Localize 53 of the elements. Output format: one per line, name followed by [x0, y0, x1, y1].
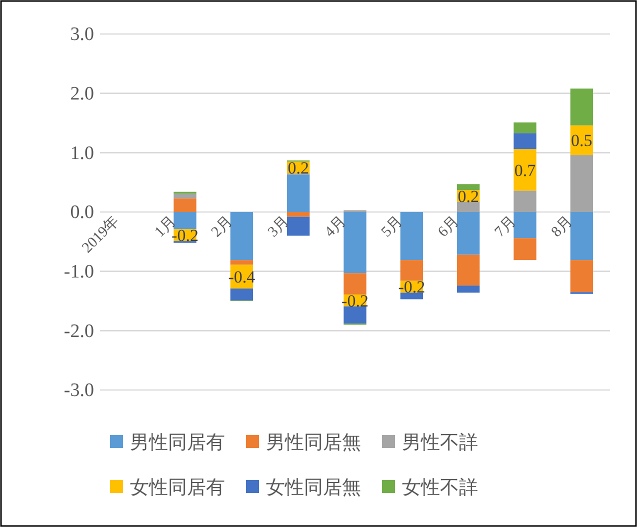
bar	[230, 288, 253, 300]
bar	[514, 212, 536, 238]
bar	[287, 174, 310, 212]
bar	[344, 306, 366, 324]
bar	[344, 273, 366, 294]
data-label: 0.2	[458, 186, 479, 206]
bar	[570, 88, 593, 126]
legend-label: 男性同居無	[266, 432, 361, 454]
y-tick-label: -3.0	[64, 380, 94, 402]
bar	[287, 212, 310, 217]
bar	[514, 238, 536, 260]
data-label: 0.7	[514, 160, 536, 180]
y-tick-label: -1.0	[64, 261, 94, 282]
bar	[400, 260, 423, 281]
bar	[514, 122, 536, 134]
y-tick-label: 3.0	[70, 24, 94, 46]
x-tick-label: 5月	[378, 213, 406, 240]
legend-label: 女性同居有	[130, 478, 225, 499]
bar	[344, 212, 366, 274]
legend-label: 男性不詳	[402, 432, 478, 454]
bar	[457, 286, 480, 293]
bar	[287, 216, 310, 236]
bar	[457, 212, 480, 255]
y-tick-label: -2.0	[64, 320, 94, 342]
y-tick-label: 2.0	[70, 83, 94, 104]
bar	[174, 194, 196, 198]
x-tick-label: 4月	[322, 213, 350, 240]
bar	[457, 254, 480, 286]
y-tick-label: 1.0	[70, 142, 94, 164]
bar	[457, 184, 480, 190]
data-label: 0.5	[571, 131, 592, 150]
data-label: 0.2	[288, 158, 309, 178]
bar	[570, 212, 593, 260]
bar	[570, 260, 593, 292]
x-tick-label: 8月	[548, 213, 576, 240]
bar	[570, 155, 593, 212]
bar	[230, 260, 253, 265]
bar	[174, 198, 196, 212]
bar	[514, 133, 536, 150]
legend-label: 女性同居無	[266, 478, 361, 499]
x-tick-label: 3月	[265, 213, 293, 240]
x-tick-label: 6月	[435, 213, 463, 240]
bar	[174, 212, 196, 230]
legend-label: 男性同居有	[130, 432, 225, 454]
x-tick-label: 7月	[492, 213, 520, 240]
y-tick-label: 0.0	[70, 202, 94, 224]
bar	[514, 190, 536, 212]
bar	[457, 202, 480, 212]
bar	[230, 212, 253, 260]
x-tick-label: 2月	[208, 213, 236, 240]
legend-label: 女性不詳	[402, 478, 478, 499]
bar	[514, 149, 536, 191]
bar	[400, 212, 423, 260]
